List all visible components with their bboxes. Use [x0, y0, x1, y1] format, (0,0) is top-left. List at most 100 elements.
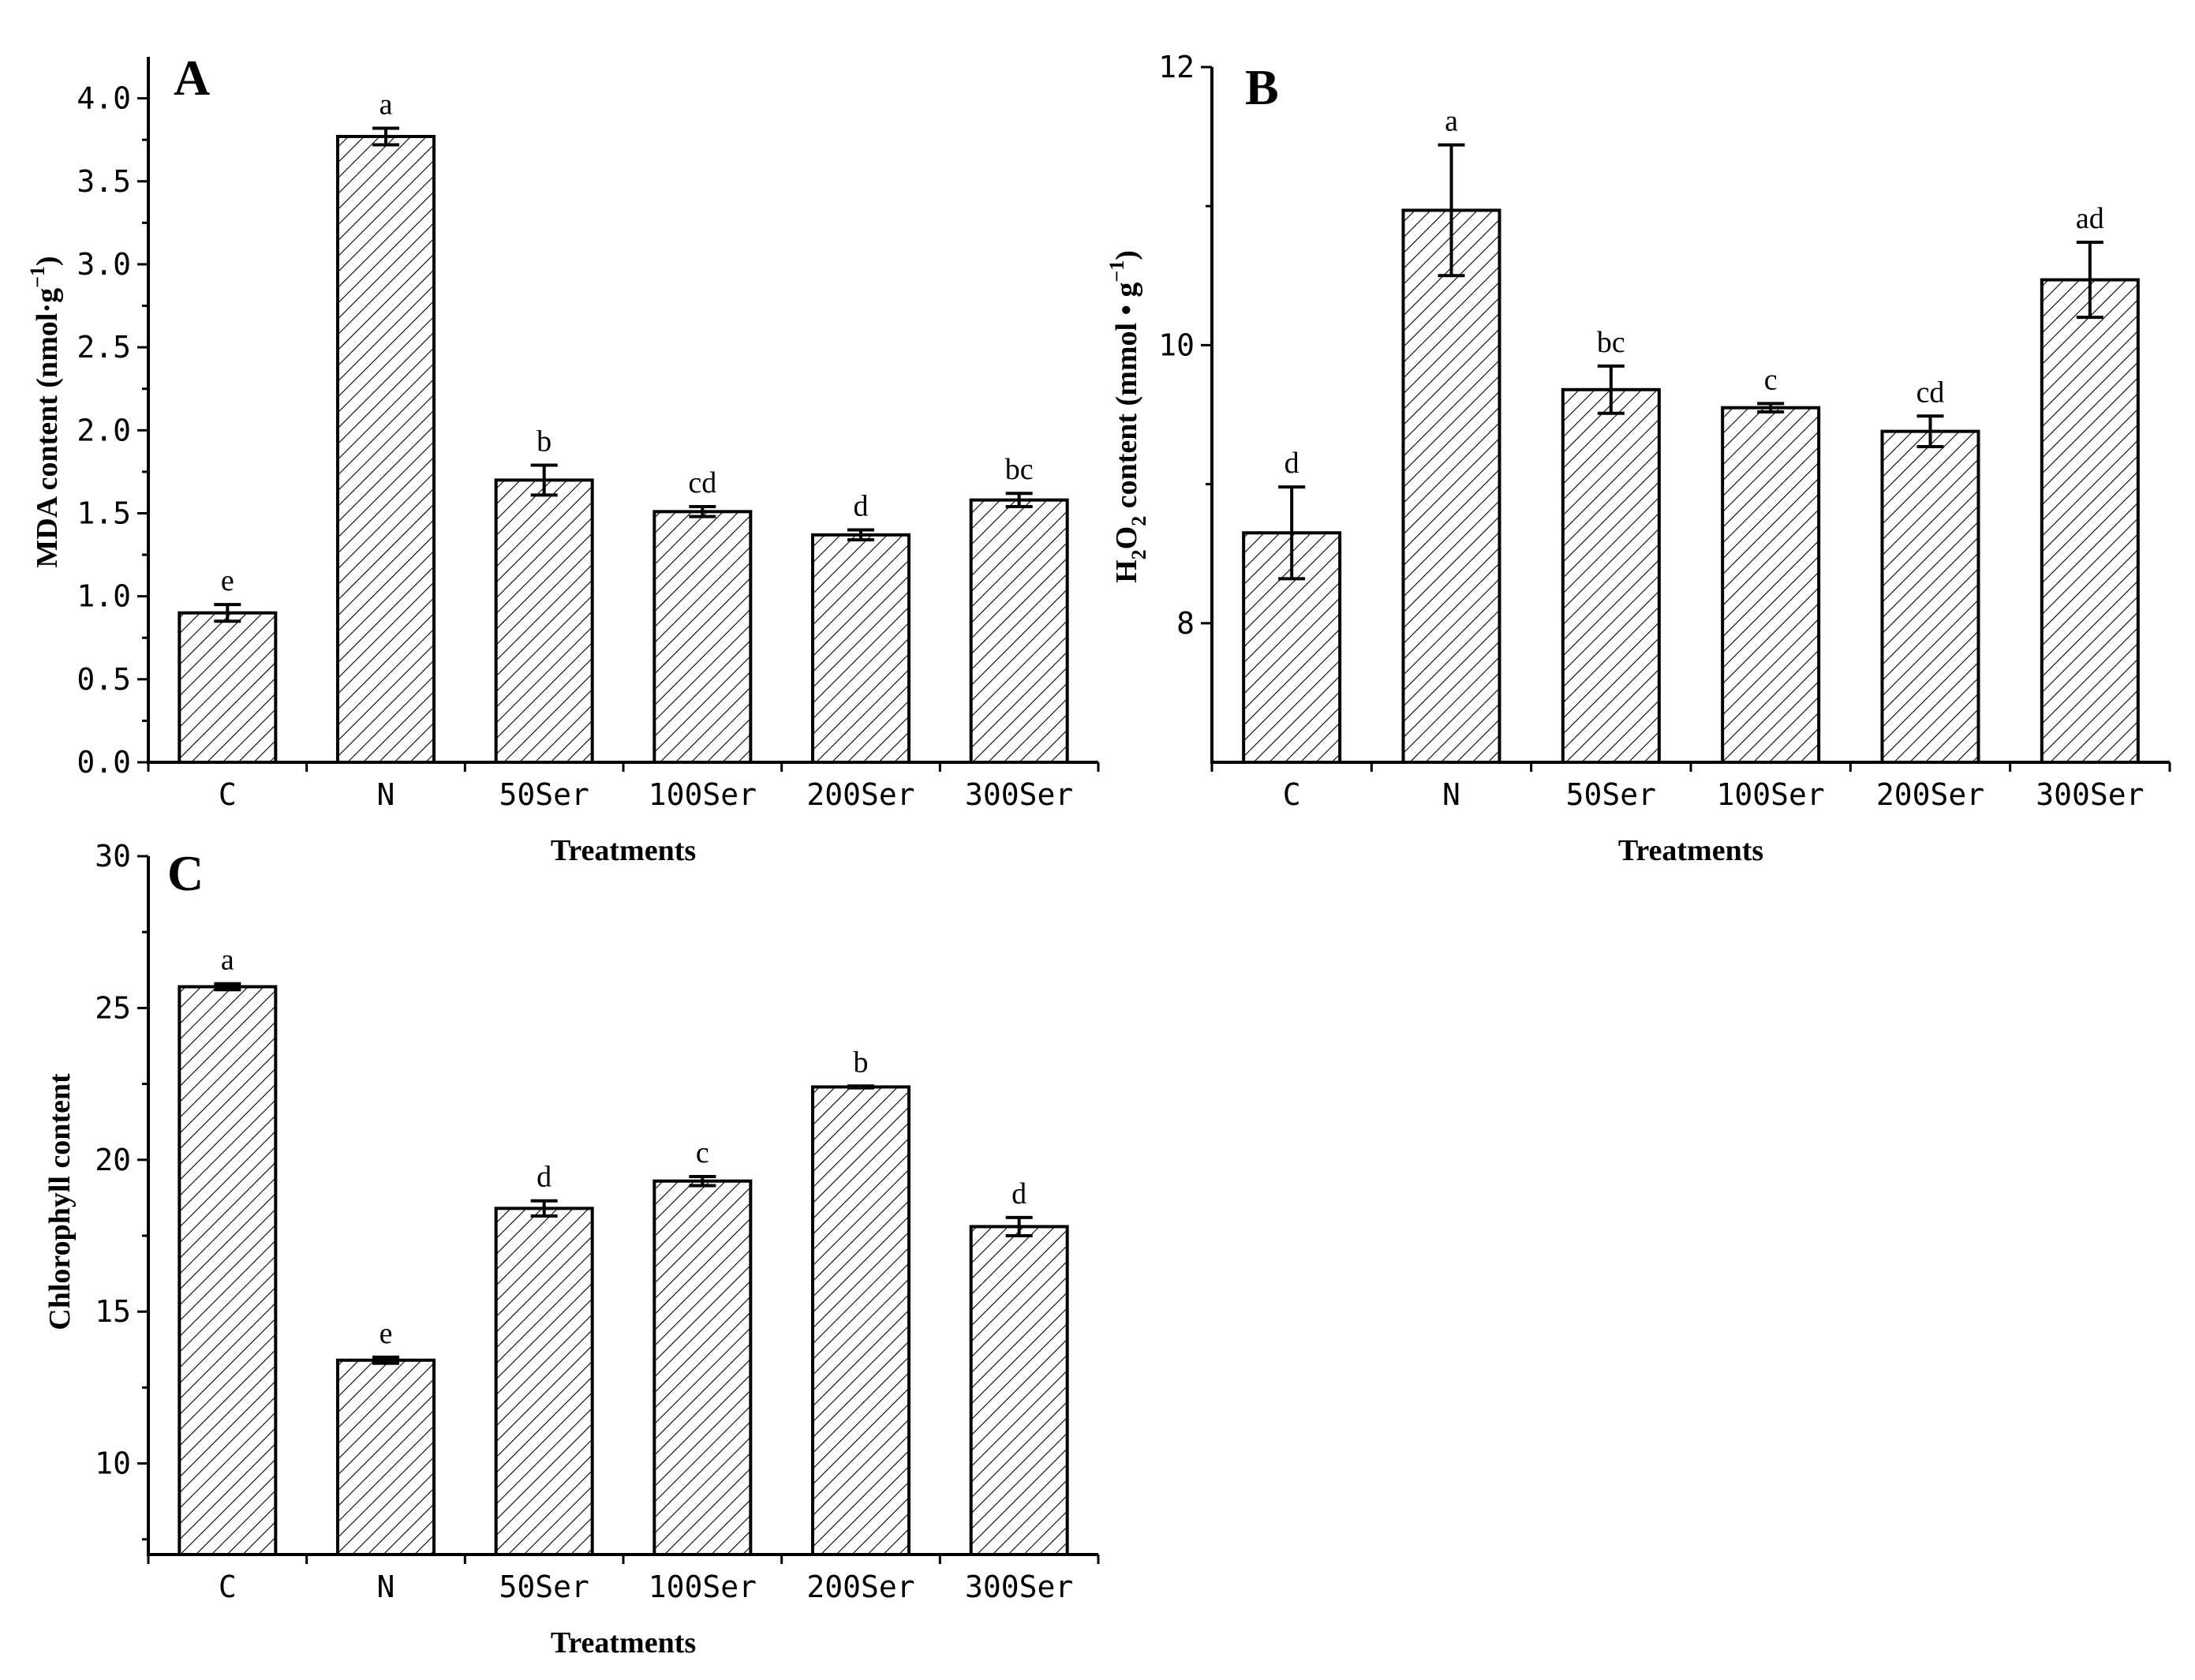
significance-letter: bc	[1005, 453, 1034, 486]
x-tick-label: 50Ser	[499, 1570, 589, 1604]
y-tick-label: 25	[95, 990, 131, 1025]
significance-letter: ad	[2076, 202, 2104, 235]
error-bar	[530, 463, 558, 497]
bar-50ser	[1561, 387, 1661, 764]
error-bar	[1005, 1215, 1033, 1237]
error-bar	[1597, 364, 1625, 415]
ylabel-superscript: −1	[1105, 260, 1128, 282]
y-tick-label: 20	[95, 1143, 131, 1177]
x-tick-label: N	[377, 777, 395, 812]
significance-letter: d	[1284, 447, 1299, 480]
error-bar	[1757, 402, 1785, 413]
significance-letter: c	[1764, 363, 1778, 396]
y-axis-label: H2O2 content (mmol • g−1)	[1105, 250, 1150, 583]
error-bar	[372, 1355, 399, 1365]
significance-letter: e	[221, 564, 234, 597]
significance-letter: cd	[688, 466, 716, 500]
error-bar	[2076, 241, 2103, 320]
y-tick-label: 8	[1176, 606, 1195, 641]
bar-100ser	[1721, 406, 1821, 764]
error-bar	[1438, 143, 1465, 278]
x-tick-label: 50Ser	[1566, 777, 1656, 812]
y-tick-label: 0.0	[77, 745, 131, 780]
error-bar	[214, 982, 241, 992]
y-tick-label: 30	[95, 839, 131, 874]
chart-panel-b: B 8 10 12 d Ca Nbc 50Ser c 100Ser cd 200Ser ad 300Ser…	[1105, 50, 2171, 867]
y-tick-label: 1.0	[77, 579, 131, 614]
bar-100ser	[653, 1179, 753, 1557]
significance-letter: a	[221, 944, 234, 977]
x-tick-label: 100Ser	[1717, 777, 1825, 812]
significance-letter: c	[696, 1136, 709, 1169]
x-axis-label: Treatments	[551, 1626, 696, 1659]
ylabel-part: )	[31, 256, 64, 266]
y-axis-label: MDA content (nmol·g−1)	[26, 256, 64, 567]
x-tick-label: 300Ser	[965, 777, 1073, 812]
significance-letter: d	[1011, 1177, 1026, 1210]
x-tick-label: 200Ser	[1876, 777, 1984, 812]
y-tick-label: 3.0	[77, 247, 131, 282]
error-bar	[372, 126, 399, 147]
y-tick-label: 15	[95, 1294, 131, 1329]
panel-letter: B	[1245, 59, 1279, 115]
significance-letter: d	[854, 490, 869, 523]
ylabel-superscript: −1	[26, 266, 49, 288]
y-tick-label: 1.5	[77, 496, 131, 530]
ylabel-part: H	[1110, 559, 1143, 583]
y-tick-label: 0.5	[77, 662, 131, 697]
error-bar	[689, 1174, 716, 1188]
bar-50ser	[494, 1207, 594, 1556]
ylabel-part: O	[1110, 526, 1143, 550]
error-bar	[689, 505, 716, 518]
bar-n	[1401, 208, 1501, 764]
x-axis-label: Treatments	[1618, 834, 1763, 867]
bar-c	[178, 985, 278, 1556]
x-tick-label: 100Ser	[649, 1570, 757, 1604]
chart-panel-a: A 0.0 0.5 1.0 1.5 2.0 2.5 3.0 3.5 4.0 e Ca Nb 50Ser cd…	[26, 50, 1100, 867]
y-tick-label: 2.5	[77, 330, 131, 365]
x-tick-label: 200Ser	[806, 1570, 914, 1604]
ylabel-subscript: 2	[1127, 549, 1150, 559]
ylabel-part: content (mmol • g	[1110, 282, 1143, 516]
error-bar	[1278, 485, 1306, 581]
significance-letter: a	[1445, 105, 1458, 138]
significance-letter: b	[854, 1046, 869, 1079]
x-tick-label: C	[219, 1570, 237, 1604]
significance-letter: e	[380, 1317, 393, 1350]
y-axis-label: Chlorophyll content	[43, 1073, 77, 1330]
error-bar	[530, 1199, 558, 1218]
y-tick-label: 10	[1158, 327, 1195, 362]
significance-letter: a	[380, 88, 393, 121]
x-tick-label: 300Ser	[965, 1570, 1073, 1604]
significance-letter: b	[537, 425, 552, 458]
chart-panel-c: C 10 15 20 25 30 a Ce Nd 50Ser c 100Ser b 200Ser d 300S…	[43, 839, 1100, 1659]
x-tick-label: 50Ser	[499, 777, 589, 812]
bar-300ser	[969, 498, 1069, 764]
bar-n	[336, 1358, 436, 1556]
x-tick-label: 100Ser	[649, 777, 757, 812]
ylabel-subscript: 2	[1127, 516, 1150, 526]
bar-200ser	[811, 533, 911, 764]
panel-letter: A	[174, 50, 210, 106]
x-tick-label: 200Ser	[806, 777, 914, 812]
bar-100ser	[653, 510, 753, 764]
significance-letter: d	[537, 1161, 552, 1194]
bar-50ser	[494, 478, 594, 765]
significance-letter: bc	[1597, 326, 1625, 359]
x-tick-label: N	[1442, 777, 1460, 812]
bar-200ser	[1880, 429, 1980, 764]
bar-200ser	[811, 1085, 911, 1557]
bar-300ser	[969, 1225, 1069, 1557]
y-tick-label: 2.0	[77, 413, 131, 447]
error-bar	[1916, 414, 1944, 449]
x-tick-label: C	[1283, 777, 1301, 812]
error-bar	[847, 528, 874, 542]
y-tick-label: 10	[95, 1446, 131, 1481]
y-tick-label: 12	[1158, 50, 1195, 84]
ylabel-part: MDA content (nmol·g	[31, 288, 64, 568]
x-tick-label: 300Ser	[2036, 777, 2144, 812]
ylabel-part: )	[1110, 250, 1143, 260]
bar-300ser	[2040, 278, 2140, 764]
y-tick-label: 4.0	[77, 81, 131, 116]
